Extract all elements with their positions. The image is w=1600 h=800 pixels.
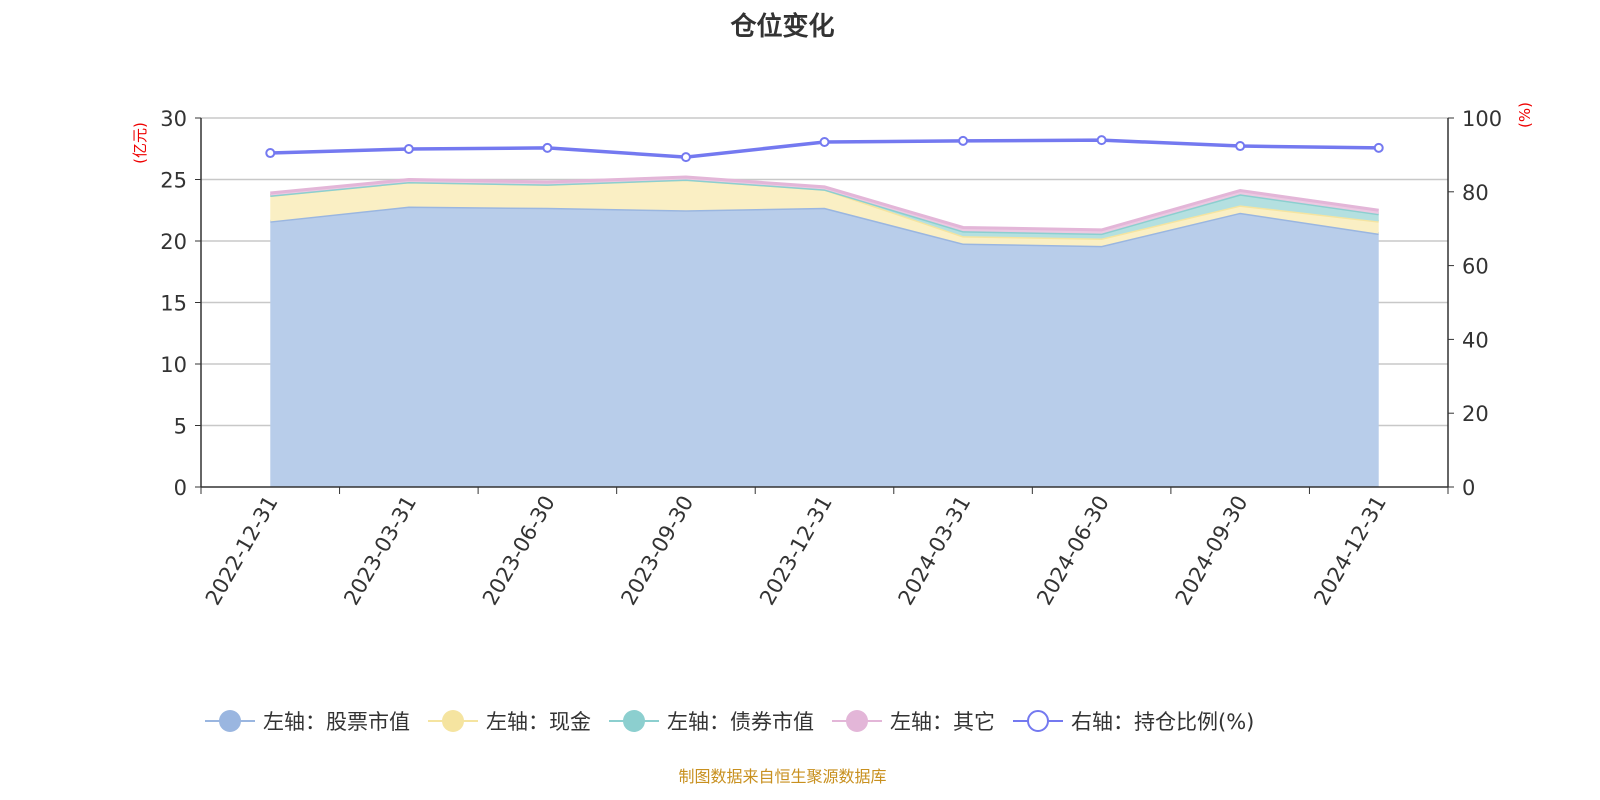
area-line-左轴：其它 (270, 175, 1379, 232)
area-左轴：股票市值 (270, 206, 1379, 487)
right-tick-label: 80 (1462, 181, 1489, 205)
ratio-point (819, 136, 830, 147)
right-tick-label: 40 (1462, 328, 1489, 352)
legend-item[interactable]: 左轴：债券市值 (609, 706, 814, 736)
ratio-point (1373, 142, 1384, 153)
legend-marker-icon (832, 706, 882, 736)
left-tick-label: 5 (174, 415, 187, 439)
right-tick-label: 60 (1462, 255, 1489, 279)
x-tick-label: 2024-12-31 (1309, 492, 1391, 610)
legend-item[interactable]: 左轴：现金 (428, 706, 591, 736)
right-tick-label: 100 (1462, 107, 1502, 131)
legend-item[interactable]: 右轴：持仓比例(%) (1013, 706, 1254, 736)
ratio-point (680, 152, 691, 163)
legend-item[interactable]: 左轴：其它 (832, 706, 995, 736)
left-tick-label: 10 (160, 353, 187, 377)
ratio-point (1235, 141, 1246, 152)
left-tick-label: 0 (174, 476, 187, 500)
legend-label: 右轴：持仓比例(%) (1071, 710, 1255, 734)
legend-marker-icon (205, 706, 255, 736)
x-tick-label: 2024-03-31 (894, 492, 976, 610)
legend-label: 左轴：其它 (890, 710, 995, 734)
right-axis-label: (%) (1516, 102, 1534, 128)
x-tick-label: 2023-12-31 (755, 492, 837, 610)
legend: 左轴：股票市值 左轴：现金 左轴：债券市值 左轴：其它 右轴：持仓比例(%) (205, 706, 1254, 736)
left-tick-label: 30 (160, 107, 187, 131)
left-tick-label: 15 (160, 292, 187, 316)
legend-label: 左轴：现金 (486, 710, 591, 734)
x-tick-label: 2023-06-30 (478, 492, 560, 610)
ratio-point (542, 142, 553, 153)
right-tick-label: 20 (1462, 402, 1489, 426)
ratio-point (265, 148, 276, 159)
source-footer: 制图数据来自恒生聚源数据库 (678, 767, 887, 786)
legend-marker-icon (1013, 706, 1063, 736)
x-tick-label: 2023-03-31 (339, 492, 421, 610)
legend-label: 左轴：股票市值 (263, 710, 410, 734)
x-tick-label: 2022-12-31 (201, 492, 283, 610)
ratio-point (958, 135, 969, 146)
x-tick-label: 2023-09-30 (616, 492, 698, 610)
right-tick-label: 0 (1462, 476, 1475, 500)
ratio-point (1096, 135, 1107, 146)
legend-marker-icon (428, 706, 478, 736)
legend-item[interactable]: 左轴：股票市值 (205, 706, 410, 736)
left-axis-label: (亿元) (131, 122, 149, 164)
x-tick-label: 2024-06-30 (1032, 492, 1114, 610)
chart-title: 仓位变化 (730, 12, 835, 42)
left-tick-label: 25 (160, 169, 187, 193)
ratio-point (403, 143, 414, 154)
legend-label: 左轴：债券市值 (667, 710, 814, 734)
x-tick-label: 2024-09-30 (1171, 492, 1253, 610)
area-左轴：现金 (270, 179, 1379, 246)
left-tick-label: 20 (160, 230, 187, 254)
legend-marker-icon (609, 706, 659, 736)
